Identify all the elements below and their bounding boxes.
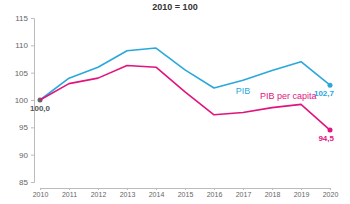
y-tick-mark xyxy=(31,100,34,101)
series-label: PIB xyxy=(236,86,251,96)
x-tick-label: 2011 xyxy=(62,191,77,198)
x-tick-mark xyxy=(243,188,244,190)
x-tick: 2013 xyxy=(120,188,136,198)
x-tick: 2018 xyxy=(265,188,281,198)
y-tick: 110 xyxy=(15,41,34,50)
x-tick-label: 2013 xyxy=(120,191,136,198)
x-tick-label: 2016 xyxy=(207,191,223,198)
x-tick: 2017 xyxy=(236,188,252,198)
x-tick-mark xyxy=(185,188,186,190)
series-line xyxy=(40,66,330,131)
y-tick-label: 115 xyxy=(15,14,28,23)
data-label: 94,5 xyxy=(318,134,334,143)
x-tick: 2015 xyxy=(178,188,194,198)
data-label: 102,7 xyxy=(314,89,335,98)
series-label: PIB per capita xyxy=(260,91,317,101)
chart: 2010 = 100 85 90 95 100 105 110 115 2010 2011 2012… xyxy=(0,0,350,204)
y-axis-line xyxy=(31,19,35,183)
x-tick: 2020 xyxy=(323,188,339,198)
x-tick-mark xyxy=(98,188,99,190)
point xyxy=(328,83,333,88)
y-tick-label: 85 xyxy=(19,178,28,187)
y-tick-mark xyxy=(31,73,34,74)
x-tick-mark xyxy=(214,188,215,190)
x-axis: 2010 2011 2012 2013 2014 2015 2016 2017 2018 2019… xyxy=(33,188,339,198)
x-tick: 2014 xyxy=(149,188,165,198)
x-tick-mark xyxy=(272,188,273,190)
y-tick-mark xyxy=(31,155,34,156)
labels: 100,0 102,7 94,5 PIB PIB per capita xyxy=(30,86,335,143)
x-tick-label: 2018 xyxy=(265,191,281,198)
x-tick-label: 2010 xyxy=(33,191,49,198)
x-tick: 2019 xyxy=(294,188,310,198)
point xyxy=(328,128,333,133)
subtitle: 2010 = 100 xyxy=(152,2,197,12)
y-tick-label: 95 xyxy=(19,123,28,132)
y-tick-mark xyxy=(31,127,34,128)
x-tick-label: 2020 xyxy=(323,191,339,198)
x-tick-mark xyxy=(69,188,70,190)
x-tick: 2011 xyxy=(62,188,77,198)
y-tick-mark xyxy=(31,45,34,46)
data-label: 100,0 xyxy=(30,104,51,113)
x-tick-mark xyxy=(127,188,128,190)
x-tick-label: 2019 xyxy=(294,191,310,198)
x-tick-label: 2017 xyxy=(236,191,252,198)
x-axis-line xyxy=(41,189,331,191)
x-tick: 2012 xyxy=(91,188,107,198)
x-tick: 2016 xyxy=(207,188,223,198)
x-tick-mark xyxy=(40,188,41,190)
y-tick: 115 xyxy=(15,14,34,23)
x-tick-mark xyxy=(330,188,331,190)
y-tick-label: 90 xyxy=(19,151,28,160)
x-tick: 2010 xyxy=(33,188,49,198)
y-tick: 90 xyxy=(19,151,34,160)
y-tick: 85 xyxy=(19,178,34,187)
plot-area xyxy=(38,48,333,132)
y-tick-label: 100 xyxy=(15,96,29,105)
x-tick-label: 2015 xyxy=(178,191,194,198)
x-tick-mark xyxy=(301,188,302,190)
y-tick: 95 xyxy=(19,123,34,132)
x-tick-mark xyxy=(156,188,157,190)
y-tick: 105 xyxy=(15,69,34,78)
y-tick-mark xyxy=(31,182,34,183)
y-axis: 85 90 95 100 105 110 115 xyxy=(15,14,35,187)
y-tick-mark xyxy=(31,18,34,19)
y-tick-label: 110 xyxy=(15,41,28,50)
x-tick-label: 2014 xyxy=(149,191,165,198)
x-tick-label: 2012 xyxy=(91,191,107,198)
y-tick-label: 105 xyxy=(15,69,29,78)
